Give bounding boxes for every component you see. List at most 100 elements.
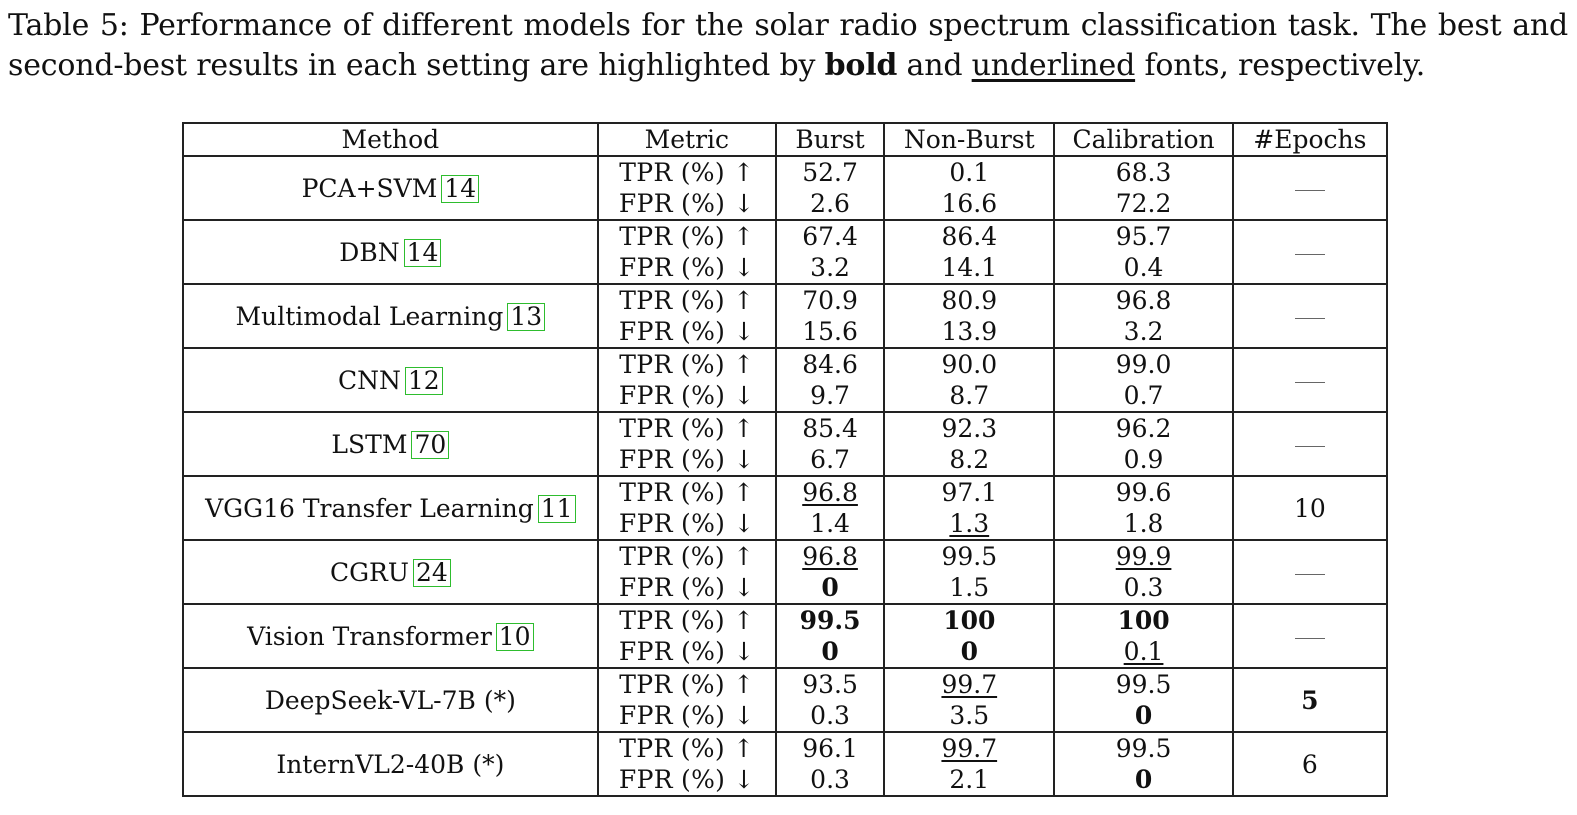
caption-text: Performance of different models for the … (8, 8, 1569, 83)
method-cell: LSTM 70 (182, 411, 599, 477)
non-burst-fpr-cell: 3.5 (883, 700, 1056, 733)
non-burst-tpr-cell: 100 (883, 603, 1056, 636)
burst-fpr-cell: 3.2 (774, 252, 886, 285)
calibration-tpr-cell: 95.7 (1053, 219, 1234, 252)
cell-value: 0 (1134, 701, 1153, 730)
results-table: Method Metric Burst Non-Burst Calibratio… (182, 122, 1389, 797)
calibration-fpr-cell: 0.1 (1053, 636, 1234, 669)
non-burst-fpr-cell: 1.3 (883, 508, 1056, 541)
calibration-tpr-cell: 99.9 (1053, 539, 1234, 572)
burst-fpr-cell: 1.4 (774, 508, 886, 541)
calibration-fpr-cell: 0.7 (1053, 380, 1234, 413)
method-cell: PCA+SVM 14 (182, 155, 599, 221)
method-name: CGRU (329, 557, 409, 587)
burst-tpr-cell: 93.5 (774, 667, 886, 700)
cell-value: 99.5 (941, 542, 998, 571)
burst-tpr-cell: 52.7 (774, 155, 886, 188)
calibration-tpr-cell: 100 (1053, 603, 1234, 636)
epochs-value: 10 (1293, 493, 1326, 523)
method-cell: Vision Transformer 10 (182, 603, 599, 669)
method-name: Multimodal Learning (235, 301, 504, 331)
not-applicable-dash (1294, 445, 1325, 447)
non-burst-fpr-cell: 8.2 (883, 444, 1056, 477)
epochs-cell (1231, 539, 1389, 605)
not-applicable-dash (1294, 317, 1325, 319)
citation-link[interactable]: 24 (412, 558, 451, 587)
method-cell: VGG16 Transfer Learning 11 (182, 475, 599, 541)
not-applicable-dash (1294, 573, 1325, 575)
non-burst-fpr-cell: 0 (883, 636, 1056, 669)
citation-link[interactable]: 70 (411, 430, 450, 459)
table-row: FPR (%) ↓ 0.3 2.1 0 (183, 764, 1387, 797)
non-burst-tpr-cell: 0.1 (883, 155, 1056, 188)
cell-value: 0.3 (1123, 573, 1164, 602)
calibration-fpr-cell: 0.4 (1053, 252, 1234, 285)
cell-value: 0.1 (1123, 637, 1164, 666)
burst-tpr-cell: 99.5 (774, 603, 886, 636)
table-row: CGRU 24 TPR (%) ↑ 96.8 99.5 99.9 (182, 539, 1389, 605)
cell-value: 8.2 (949, 445, 990, 474)
table-caption: Table 5: Performance of different models… (8, 6, 1568, 86)
citation-link[interactable]: 13 (507, 302, 546, 331)
burst-fpr-cell: 6.7 (774, 444, 886, 477)
cell-value: 2.1 (949, 765, 990, 794)
cell-value: 1.4 (810, 509, 850, 538)
table-row: VGG16 Transfer Learning 11 TPR (%) ↑ 96.8 97… (182, 475, 1389, 541)
tpr-metric-label: TPR (%) ↑ (596, 411, 777, 444)
cell-value: 14.1 (941, 253, 998, 282)
cell-value: 93.5 (802, 670, 858, 699)
cell-value: 52.7 (802, 158, 858, 187)
epochs-cell (1231, 411, 1389, 477)
citation-link[interactable]: 11 (537, 494, 576, 523)
method-cell: InternVL2-40B (*) (182, 731, 599, 797)
table-row: FPR (%) ↓ 0 1.5 0.3 (183, 572, 1387, 605)
cell-value: 99.5 (1115, 670, 1172, 699)
cell-value: 0 (821, 573, 839, 602)
table-row: CNN 12 TPR (%) ↑ 84.6 90.0 99.0 (182, 347, 1389, 413)
cell-value: 100 (1117, 606, 1170, 635)
table-row: DBN 14 TPR (%) ↑ 67.4 86.4 95.7 (182, 219, 1389, 285)
table-row: LSTM 70 TPR (%) ↑ 85.4 92.3 96.2 (182, 411, 1389, 477)
table-row: DeepSeek-VL-7B (*) TPR (%) ↑ 93.5 99.7 99.5 5 (182, 667, 1389, 733)
epochs-cell: 10 (1231, 475, 1389, 541)
fpr-metric-label: FPR (%) ↓ (596, 380, 777, 413)
calibration-fpr-cell: 72.2 (1053, 188, 1234, 221)
cell-value: 99.5 (799, 606, 861, 635)
cell-value: 96.8 (802, 542, 858, 571)
fpr-metric-label: FPR (%) ↓ (596, 764, 777, 797)
cell-value: 100 (943, 606, 996, 635)
epochs-value: 5 (1301, 685, 1319, 715)
method-cell: DeepSeek-VL-7B (*) (182, 667, 599, 733)
citation-link[interactable]: 10 (495, 622, 534, 651)
caption-bold-word: bold (824, 48, 898, 83)
tpr-metric-label: TPR (%) ↑ (596, 347, 777, 380)
header-method: Method (182, 122, 599, 157)
non-burst-fpr-cell: 8.7 (883, 380, 1056, 413)
calibration-tpr-cell: 99.5 (1053, 731, 1234, 764)
cell-value: 16.6 (941, 189, 998, 218)
calibration-tpr-cell: 96.2 (1053, 411, 1234, 444)
burst-tpr-cell: 85.4 (774, 411, 886, 444)
citation-link[interactable]: 12 (404, 366, 443, 395)
epochs-cell: 5 (1231, 667, 1389, 733)
calibration-fpr-cell: 1.8 (1053, 508, 1234, 541)
citation-link[interactable]: 14 (403, 238, 442, 267)
cell-value: 0 (1134, 765, 1153, 794)
table-row: FPR (%) ↓ 6.7 8.2 0.9 (183, 444, 1387, 477)
cell-value: 0.3 (810, 701, 850, 730)
fpr-metric-label: FPR (%) ↓ (596, 636, 777, 669)
non-burst-tpr-cell: 99.7 (883, 667, 1056, 700)
cell-value: 96.8 (802, 478, 858, 507)
fpr-metric-label: FPR (%) ↓ (596, 444, 777, 477)
method-name: DeepSeek-VL-7B (*) (264, 685, 516, 715)
table-body: PCA+SVM 14 TPR (%) ↑ 52.7 0.1 68.3 FPR (%) ↓ 2.… (182, 155, 1389, 797)
caption-label: Table 5: (8, 8, 129, 43)
fpr-metric-label: FPR (%) ↓ (596, 252, 777, 285)
not-applicable-dash (1294, 189, 1325, 191)
cell-value: 84.6 (802, 350, 858, 379)
cell-value: 9.7 (810, 381, 850, 410)
epochs-cell (1231, 283, 1389, 349)
burst-fpr-cell: 0 (774, 572, 886, 605)
citation-link[interactable]: 14 (441, 174, 480, 203)
cell-value: 99.7 (941, 734, 998, 763)
